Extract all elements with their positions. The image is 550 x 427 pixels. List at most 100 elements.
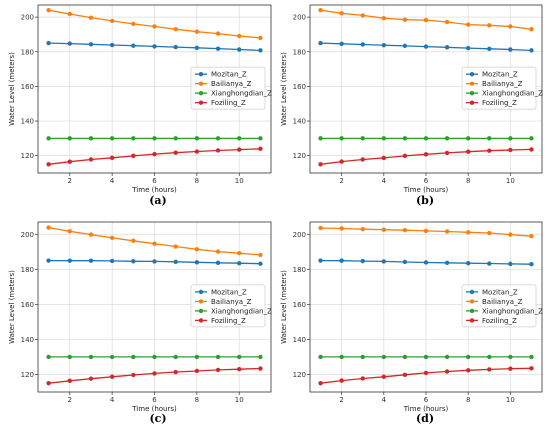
- data-point: [423, 228, 429, 234]
- x-tick-label: 8: [195, 177, 199, 185]
- data-point: [237, 47, 242, 52]
- data-point: [318, 381, 323, 386]
- y-tick-label: 200: [293, 231, 306, 239]
- x-tick-label: 2: [68, 396, 72, 404]
- data-point: [402, 228, 408, 233]
- data-point: [339, 136, 344, 141]
- legend-swatch-marker: [198, 71, 204, 77]
- plot-frame: [309, 4, 543, 174]
- data-point: [88, 232, 94, 237]
- legend: Mozitan_ZBailianya_ZXianghongdian_ZFozil…: [190, 284, 272, 328]
- x-tick-label: 10: [235, 396, 244, 404]
- data-point: [173, 136, 178, 141]
- data-point: [237, 136, 242, 141]
- data-point: [487, 261, 492, 266]
- data-point: [173, 27, 178, 32]
- data-point: [508, 147, 513, 153]
- data-point: [152, 259, 157, 264]
- data-point: [339, 11, 344, 16]
- data-point: [508, 24, 513, 29]
- legend: Mozitan_ZBailianya_ZXianghongdian_ZFozil…: [461, 66, 543, 110]
- data-point: [402, 354, 408, 360]
- x-tick-label: 4: [382, 177, 387, 185]
- data-point: [237, 250, 242, 256]
- x-tick-label: 6: [152, 396, 157, 404]
- data-point: [109, 42, 115, 48]
- y-tick-label: 140: [21, 336, 34, 344]
- plot-frame: [37, 4, 272, 174]
- x-tick-label: 4: [382, 396, 387, 404]
- legend-label: Foziling_Z: [211, 99, 246, 107]
- data-point: [402, 372, 408, 378]
- data-point: [318, 354, 323, 360]
- y-tick-label: 180: [21, 266, 34, 274]
- legend-box: [461, 66, 537, 110]
- data-point: [339, 258, 344, 263]
- data-point: [88, 15, 94, 20]
- data-point: [152, 241, 157, 246]
- data-point: [339, 41, 344, 46]
- data-point: [109, 155, 115, 160]
- legend-label: Bailianya_Z: [211, 80, 252, 88]
- legend-swatch-marker: [198, 90, 204, 96]
- data-point: [88, 42, 94, 47]
- data-point: [131, 372, 136, 378]
- legend-swatch-marker: [469, 308, 475, 314]
- data-point: [46, 136, 51, 141]
- chart-panel-2: 2 4 6 8 10 120 140 160 180 200 Time (hours) Water L…: [280, 4, 543, 207]
- panel-label: (b): [416, 194, 434, 207]
- data-point: [173, 44, 178, 50]
- data-point: [258, 261, 263, 266]
- data-point: [258, 354, 263, 360]
- data-point: [444, 136, 450, 141]
- data-point: [173, 259, 178, 264]
- data-point: [215, 249, 221, 254]
- legend-swatch-marker: [469, 71, 475, 77]
- x-tick-label: 6: [424, 396, 429, 404]
- data-point: [131, 43, 136, 48]
- panel-label: (c): [149, 412, 166, 425]
- y-tick-label: 140: [293, 336, 306, 344]
- data-point: [237, 260, 242, 266]
- data-point: [423, 370, 429, 376]
- legend-box: [190, 284, 266, 328]
- data-point: [88, 258, 94, 263]
- legend-label: Mozitan_Z: [482, 288, 518, 296]
- data-point: [339, 378, 344, 383]
- y-tick-label: 120: [21, 152, 34, 160]
- y-axis-title: Water Level (meters): [8, 52, 16, 126]
- data-point: [381, 155, 387, 161]
- data-point: [67, 136, 72, 141]
- data-point: [465, 22, 471, 27]
- data-point: [152, 24, 157, 29]
- data-point: [444, 150, 450, 156]
- data-point: [237, 33, 242, 39]
- y-tick-label: 160: [21, 301, 34, 309]
- chart-panel-1: 2 4 6 8 10 120 140 160 180 200 Time (hours) Water L…: [8, 4, 272, 207]
- data-point: [508, 136, 513, 141]
- legend-label: Bailianya_Z: [482, 298, 523, 306]
- legend-label: Xianghongdian_Z: [211, 90, 272, 98]
- data-point: [46, 258, 51, 263]
- x-tick-label: 8: [195, 396, 199, 404]
- data-point: [46, 7, 51, 13]
- data-point: [465, 368, 471, 373]
- legend-label: Foziling_Z: [482, 317, 517, 325]
- data-point: [508, 354, 513, 360]
- data-point: [46, 225, 51, 230]
- y-tick-label: 200: [293, 14, 306, 22]
- data-point: [88, 354, 94, 360]
- x-tick-label: 10: [235, 177, 244, 185]
- legend-box: [461, 284, 537, 328]
- y-axis-title: Water Level (meters): [280, 52, 288, 126]
- data-point: [508, 232, 513, 237]
- data-point: [339, 159, 344, 164]
- data-point: [67, 378, 72, 383]
- legend-swatch-marker: [469, 318, 475, 323]
- y-tick-label: 180: [21, 48, 34, 56]
- data-point: [508, 261, 513, 267]
- legend-label: Foziling_Z: [482, 99, 517, 107]
- data-point: [67, 354, 72, 360]
- data-point: [194, 354, 200, 360]
